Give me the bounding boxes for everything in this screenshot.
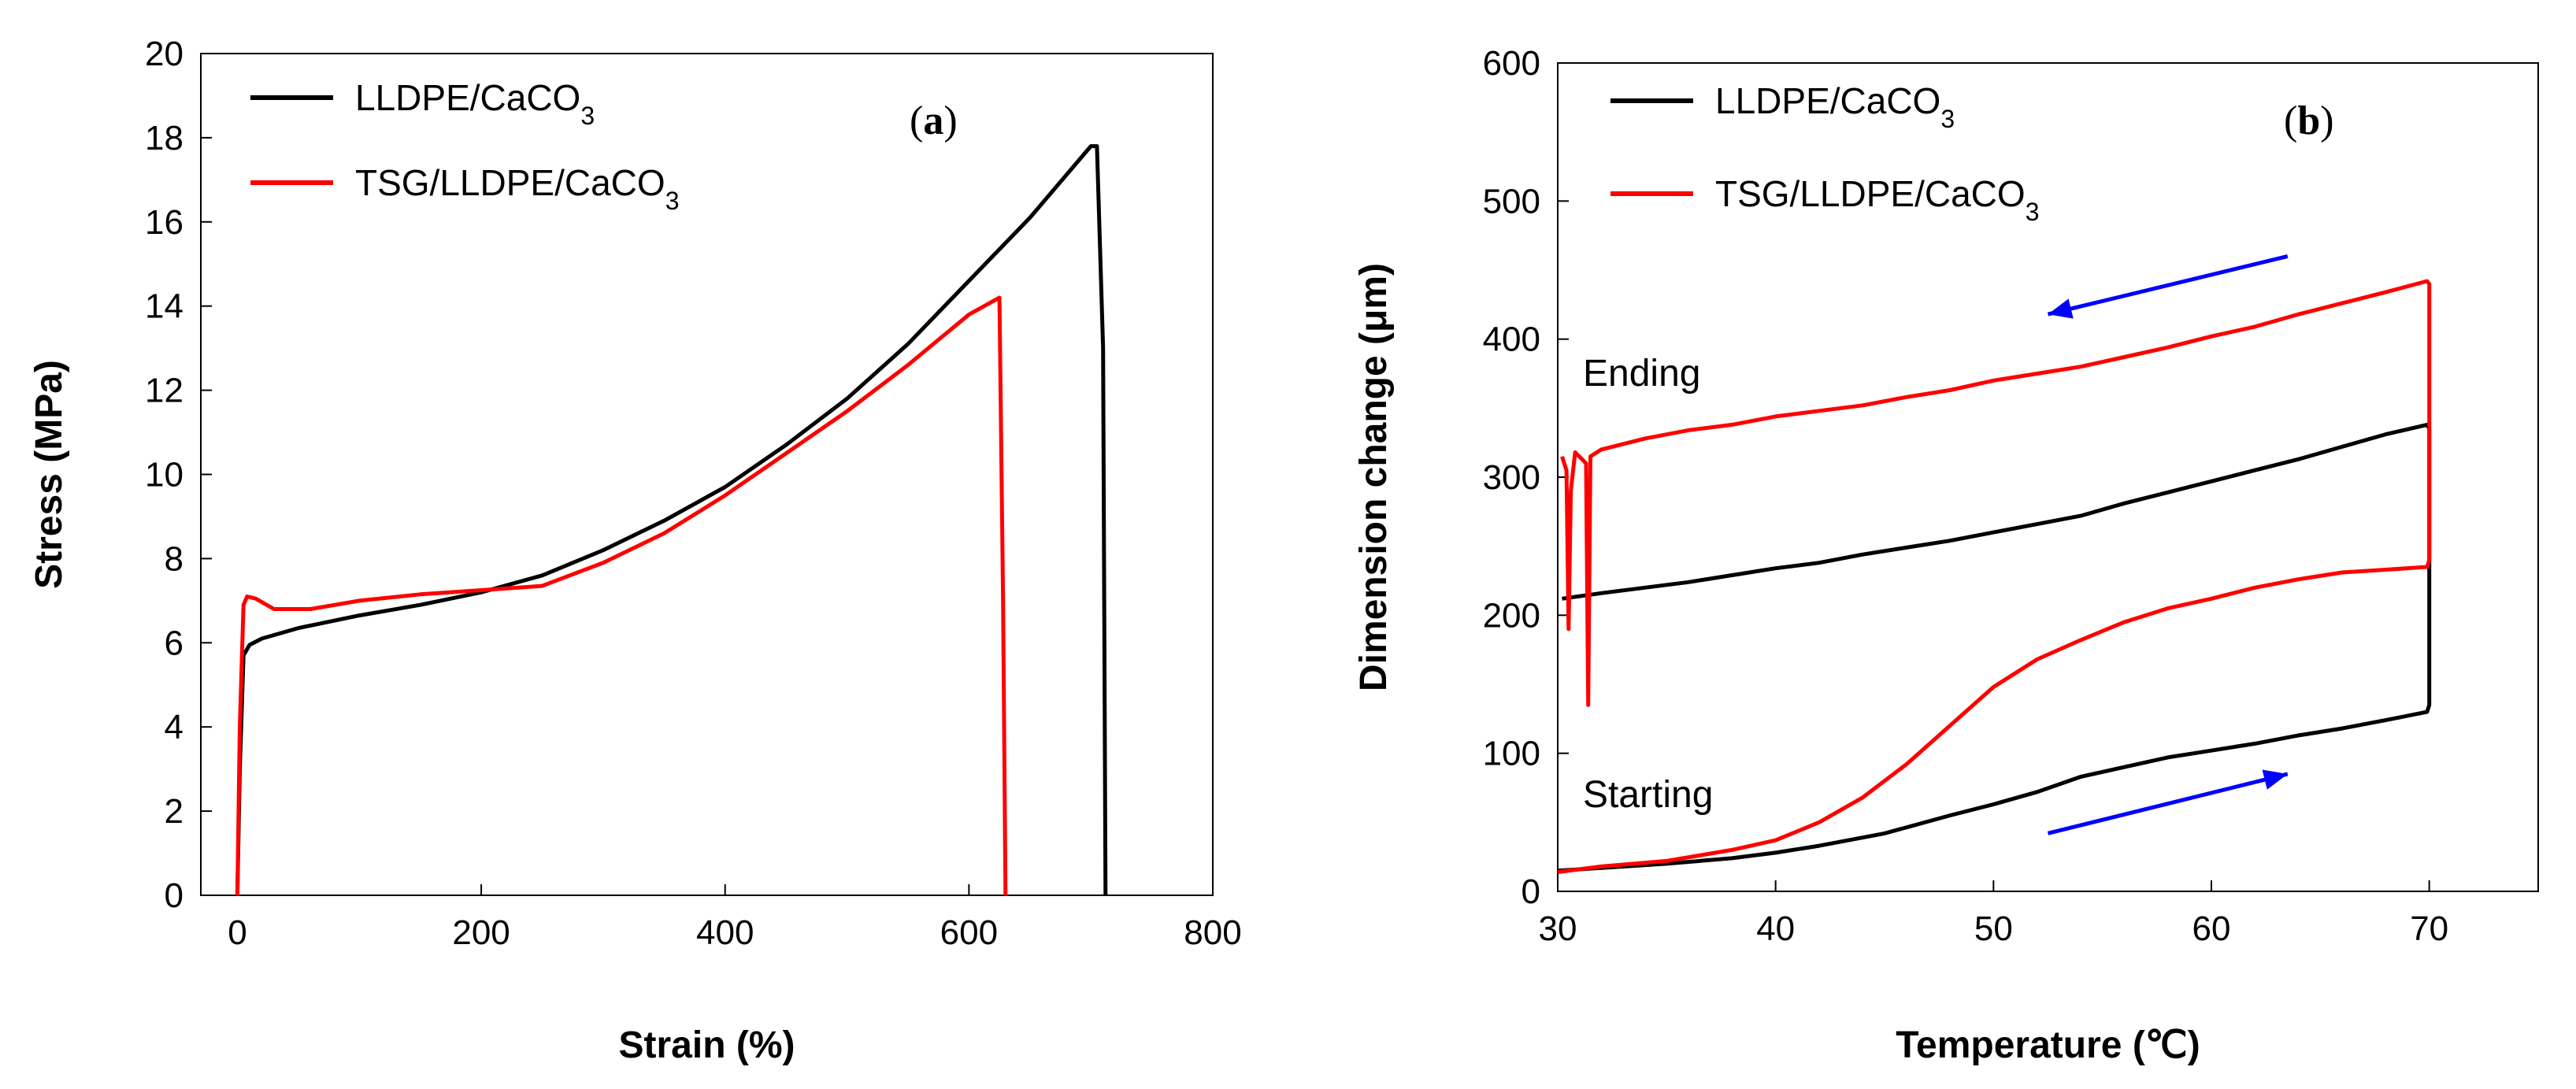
y-tick-label: 300: [1483, 458, 1540, 497]
legend-label: TSG/LLDPE/CaCO3: [355, 162, 679, 215]
panel-label: (a): [910, 98, 958, 143]
y-tick-label: 100: [1483, 735, 1540, 773]
x-axis-title: Strain (%): [618, 1024, 795, 1066]
y-tick-label: 8: [165, 539, 183, 578]
y-axis-title: Dimension change (μm): [1353, 263, 1395, 691]
x-tick-label: 30: [1539, 909, 1577, 948]
arrow-head-cooling: [2048, 298, 2074, 319]
series-line-lldpe-caco3: [235, 144, 1108, 896]
panel-label: (b): [2284, 98, 2334, 143]
y-tick-label: 18: [145, 119, 183, 157]
y-tick-label: 16: [145, 203, 183, 242]
x-axis-title: Temperature (℃): [1896, 1024, 2200, 1066]
chart-b: 30 40 50 60 70 0 100 200 300 400 500 600 Temperature…: [1353, 44, 2539, 1066]
arrow-shaft-heating: [2047, 772, 2289, 835]
y-tick-label: 4: [165, 708, 183, 746]
y-tick-label: 10: [145, 456, 183, 494]
x-tick-label: 200: [452, 913, 510, 952]
legend-label: LLDPE/CaCO3: [355, 77, 595, 130]
annotation-ending: Ending: [1583, 353, 1700, 394]
y-tick-label: 14: [145, 287, 183, 326]
annotation-starting: Starting: [1583, 774, 1713, 816]
series-line-tsg-lldpe-caco3: [1557, 279, 2432, 874]
legend-label: LLDPE/CaCO3: [1715, 80, 1955, 133]
y-axis-title: Stress (MPa): [28, 360, 70, 589]
arrow-shaft-cooling: [2047, 254, 2289, 317]
y-tick-label: 600: [1483, 44, 1540, 83]
chart-a: 0 200 400 600 800 0 2 4 6 8 10 12 14 16 18 20 Strain (%)…: [28, 35, 1242, 1066]
y-tick-label: 20: [145, 35, 183, 73]
series-line-tsg-lldpe-caco3: [235, 295, 1008, 896]
x-tick-label: 0: [228, 913, 246, 952]
y-tick-label: 0: [165, 876, 183, 915]
x-tick-label: 800: [1184, 913, 1241, 952]
y-tick-label: 6: [165, 624, 183, 662]
x-tick-label: 60: [2192, 909, 2231, 948]
y-tick-label: 0: [1522, 872, 1540, 911]
y-tick-label: 12: [145, 372, 183, 410]
arrow-head-heating: [2262, 769, 2288, 790]
y-tick-label: 200: [1483, 596, 1540, 635]
y-tick-label: 500: [1483, 182, 1540, 220]
legend-label: TSG/LLDPE/CaCO3: [1715, 173, 2039, 226]
x-tick-label: 50: [1974, 909, 2013, 948]
x-tick-label: 600: [940, 913, 998, 952]
x-tick-label: 40: [1756, 909, 1795, 948]
x-tick-label: 70: [2410, 909, 2448, 948]
y-tick-label: 400: [1483, 320, 1540, 359]
x-tick-label: 400: [696, 913, 754, 952]
y-tick-label: 2: [165, 792, 183, 831]
